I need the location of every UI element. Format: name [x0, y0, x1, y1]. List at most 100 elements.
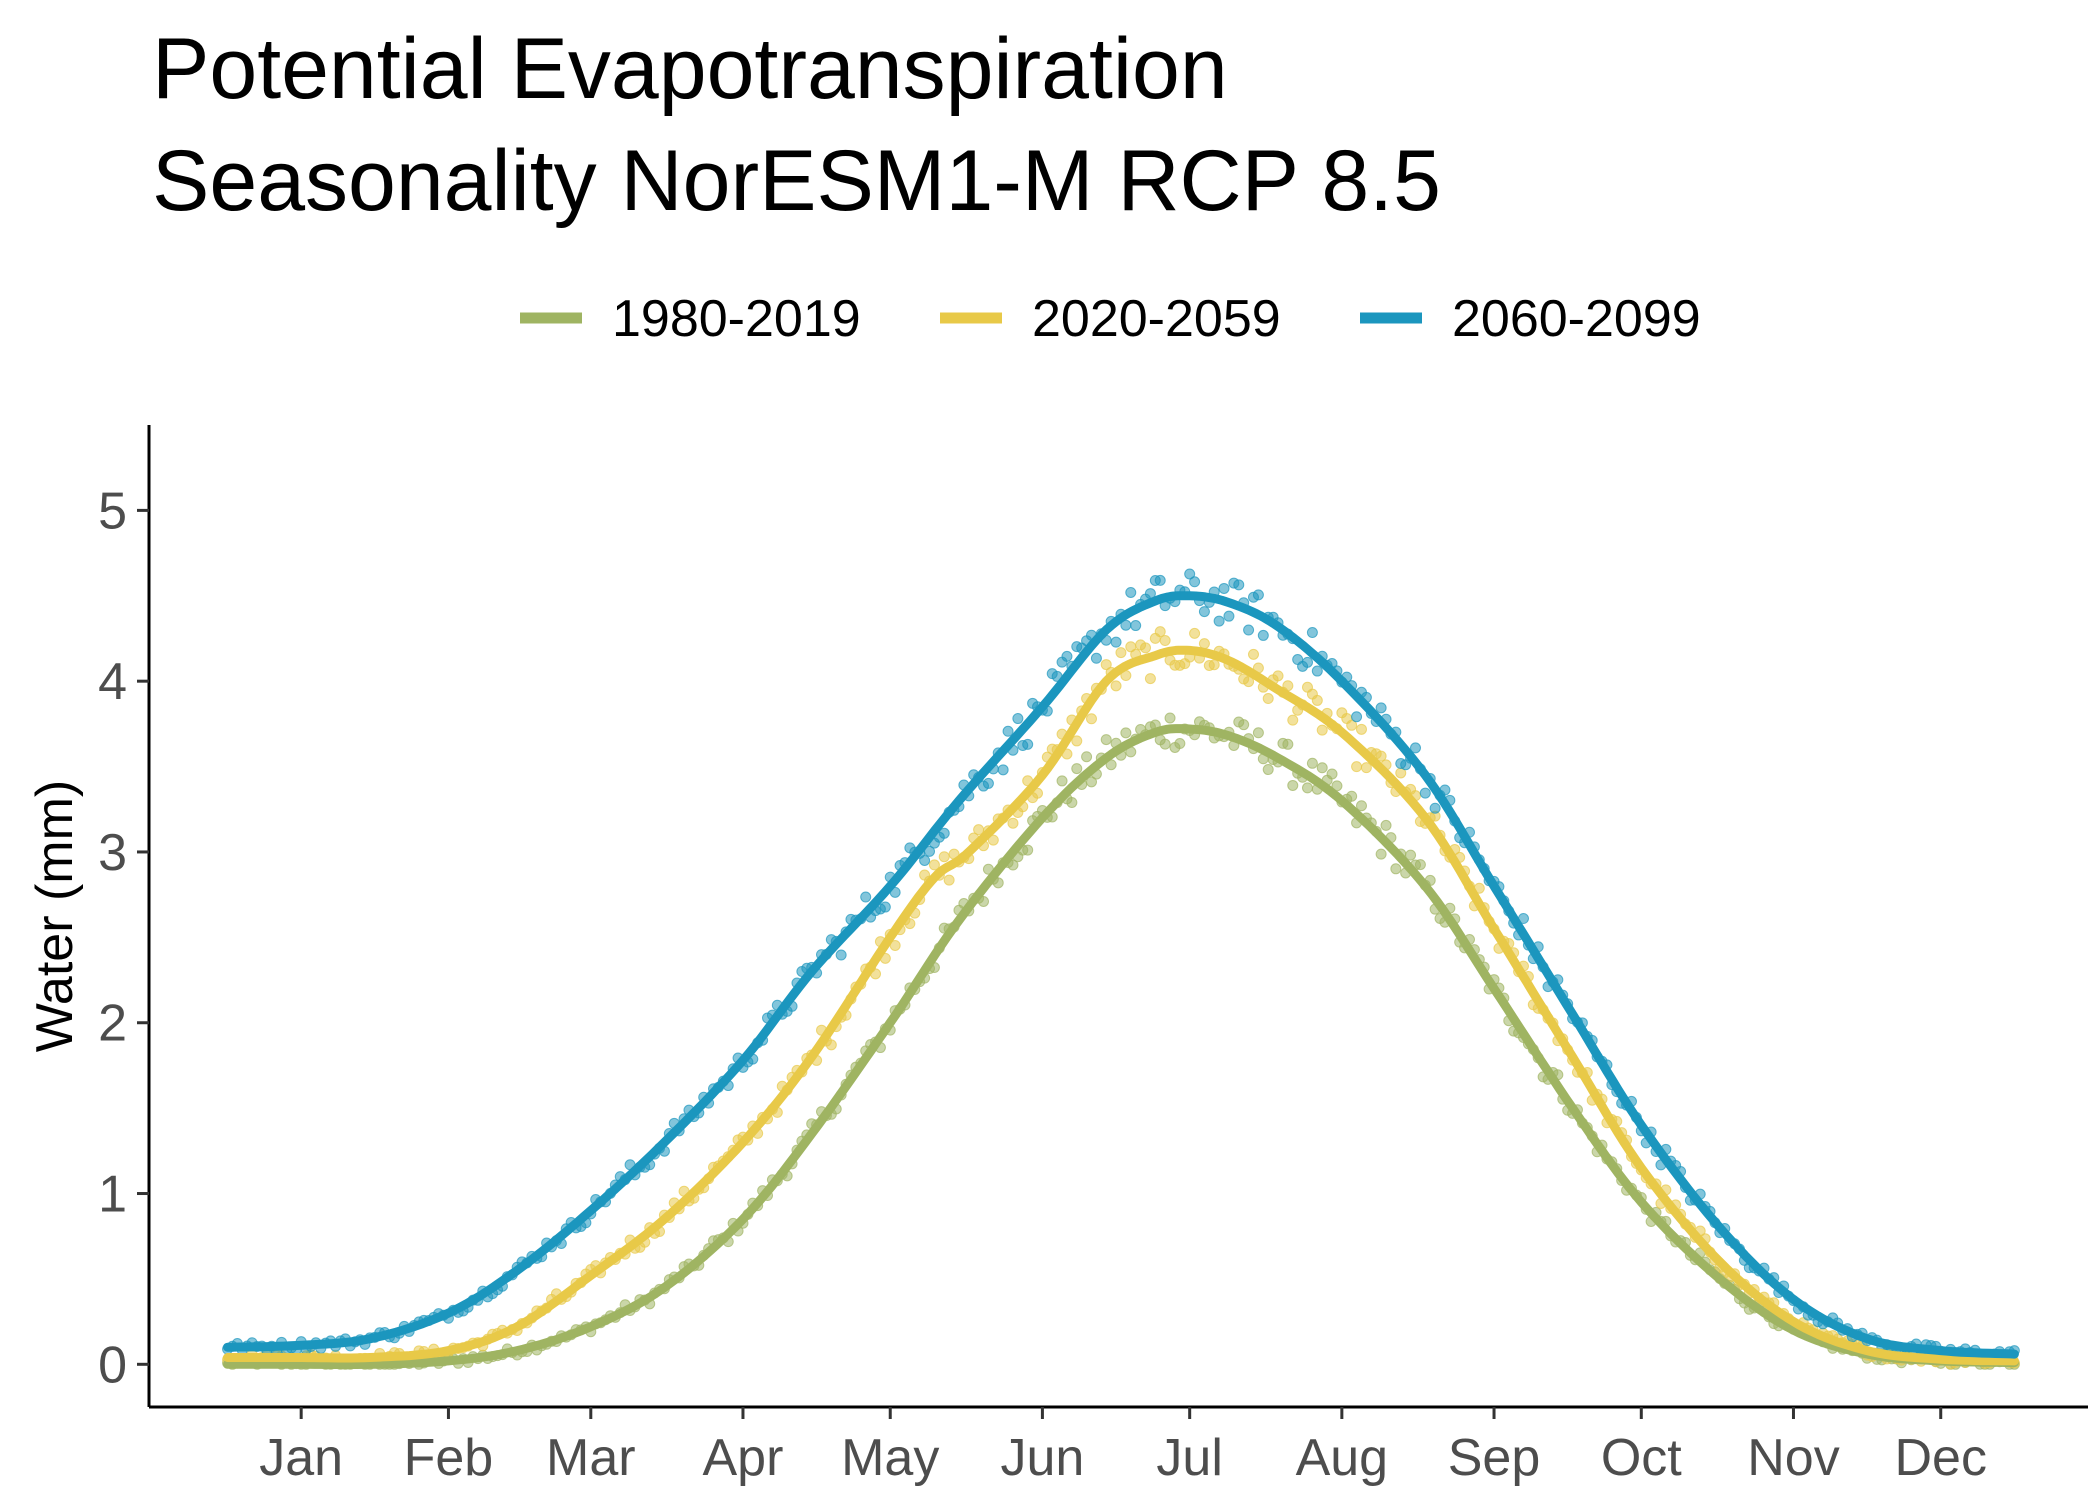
series-2-point [1125, 586, 1137, 598]
series-2-point [1375, 702, 1387, 714]
x-axis: Jan Feb Mar Apr May Jun Jul Aug Sep Oct Nov Dec [259, 1407, 1987, 1487]
series-0-point [1306, 757, 1318, 769]
series-2-point [1218, 582, 1230, 594]
x-tick-label-aug: Aug [1296, 1429, 1389, 1487]
series-2-point [1419, 787, 1431, 799]
series-2-point [835, 949, 847, 961]
series-1-point [1346, 719, 1358, 731]
series-2-point [1213, 615, 1225, 627]
chart-title-line-2: Seasonality NorESM1-M RCP 8.5 [152, 133, 1441, 229]
series-1-point [1198, 638, 1210, 650]
series-1-point [1316, 724, 1328, 736]
series-0-point [1056, 775, 1068, 787]
series-2-point [1130, 620, 1142, 632]
y-tick-label: 4 [98, 653, 127, 711]
series-1-point [1086, 713, 1098, 725]
series-2-point [860, 891, 872, 903]
series-2-point [1311, 665, 1323, 677]
series-0-point [1066, 797, 1078, 809]
series-1-point [928, 859, 940, 871]
x-tick-label-mar: Mar [546, 1429, 636, 1487]
series-2-point [1257, 629, 1269, 641]
y-tick-label: 1 [98, 1166, 127, 1224]
series-0-point [1326, 768, 1338, 780]
series-0-point [1100, 734, 1112, 746]
series-0-point [1346, 790, 1358, 802]
series-1-point [1360, 762, 1372, 774]
series-1-point [1351, 761, 1363, 773]
series-2-point [1198, 606, 1210, 618]
series-1-point [1071, 735, 1083, 747]
legend-label-2020-2059: 2020-2059 [1032, 290, 1281, 348]
x-tick-label-oct: Oct [1601, 1429, 1682, 1487]
series-2-point [1012, 713, 1024, 725]
series-1-point [1110, 680, 1122, 692]
series-2-point [1002, 725, 1014, 737]
series-0-point [1120, 727, 1132, 739]
series-1-point [1159, 635, 1171, 647]
series-0-point [1159, 738, 1171, 750]
series-1-point [1115, 647, 1127, 659]
y-axis: 0 1 2 3 4 5 [98, 482, 149, 1394]
series-2-point [1022, 738, 1034, 750]
series-0-point [1287, 779, 1299, 791]
series-1-point [1247, 648, 1259, 660]
series-1-point [1375, 750, 1387, 762]
series-2-point [1154, 574, 1166, 586]
y-tick-label: 3 [98, 824, 127, 882]
series-2-point [1090, 652, 1102, 664]
series-1-point [1311, 694, 1323, 706]
series-0-point [1282, 738, 1294, 750]
series-2-point [1223, 610, 1235, 622]
legend-label-2060-2099: 2060-2099 [1452, 290, 1701, 348]
legend: 1980-2019 2020-2059 2060-2099 [520, 290, 1701, 348]
series-1-point [1208, 659, 1220, 671]
y-axis-title: Water (mm) [26, 780, 84, 1052]
series-2-point [1409, 742, 1421, 754]
series-2-point [1189, 576, 1201, 588]
x-tick-label-jun: Jun [1000, 1429, 1084, 1487]
x-tick-label-may: May [841, 1429, 939, 1487]
series-2-point [879, 901, 891, 913]
series-2-point [1061, 650, 1073, 662]
x-tick-label-jul: Jul [1156, 1429, 1222, 1487]
series-0-point [1355, 800, 1367, 812]
y-tick-label: 5 [98, 482, 127, 540]
series-1-point [825, 1039, 837, 1051]
series-2-point [1301, 656, 1313, 668]
series-lines [223, 591, 2019, 1370]
series-2-point [924, 845, 936, 857]
series-1-point [1262, 693, 1274, 705]
series-0-point [1174, 738, 1186, 750]
series-line-1980-2019 [223, 724, 2019, 1370]
series-line-2020-2059 [223, 645, 2019, 1366]
series-1-point [943, 874, 955, 886]
series-1-point [1100, 659, 1112, 671]
y-tick-label: 2 [98, 995, 127, 1053]
legend-label-1980-2019: 1980-2019 [612, 290, 861, 348]
series-0-point [1262, 764, 1274, 776]
series-0-point [1405, 849, 1417, 861]
series-2-point [1306, 627, 1318, 639]
x-tick-label-apr: Apr [703, 1429, 784, 1487]
series-2-point [1252, 589, 1264, 601]
series-0-point [1252, 727, 1264, 739]
series-2-point [1233, 579, 1245, 591]
series-1-point [1144, 673, 1156, 685]
series-0-point [1164, 712, 1176, 724]
series-0-point [1238, 719, 1250, 731]
x-tick-label-jan: Jan [259, 1429, 343, 1487]
x-tick-label-feb: Feb [404, 1429, 494, 1487]
series-1-point [938, 851, 950, 863]
series-0-point [1081, 751, 1093, 763]
series-2-point [1110, 636, 1122, 648]
x-tick-label-sep: Sep [1448, 1429, 1541, 1487]
series-0-point [1316, 762, 1328, 774]
series-1-point [987, 834, 999, 846]
series-0-point [1380, 819, 1392, 831]
series-0-point [1007, 859, 1019, 871]
series-1-point [1272, 670, 1284, 682]
x-tick-label-nov: Nov [1747, 1429, 1839, 1487]
series-2-point [997, 764, 1009, 776]
